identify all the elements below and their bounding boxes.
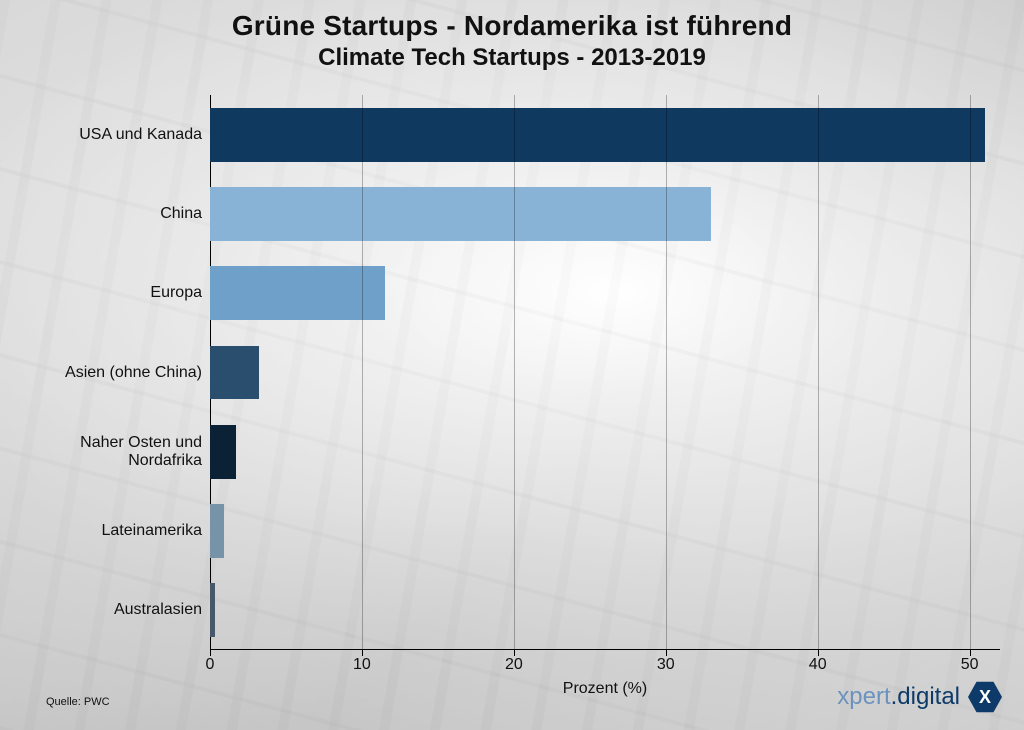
y-axis-category-label: USA und Kanada [2,126,202,144]
gridline [970,95,971,650]
x-tick-label: 40 [809,656,827,674]
bar [210,266,385,320]
y-axis-category-label: Naher Osten und Nordafrika [2,434,202,470]
x-tick-label: 30 [657,656,675,674]
chart-title: Grüne Startups - Nordamerika ist führend [0,10,1024,42]
y-axis-category-label: Europa [2,284,202,302]
x-tick-label: 20 [505,656,523,674]
source-label: Quelle: PWC [46,696,110,708]
y-axis-category-label: Lateinamerika [2,522,202,540]
y-axis-category-label: Asien (ohne China) [2,364,202,382]
x-axis-label: Prozent (%) [563,680,647,698]
brand-badge-icon: X [968,680,1002,714]
bar [210,187,711,241]
y-axis-labels: USA und Kanada China Europa Asien (ohne Chi… [0,95,210,650]
bar-chart: Prozent (%) 01020304050 [210,95,1000,650]
y-axis-category-label: China [2,205,202,223]
gridline [362,95,363,650]
bar [210,425,236,479]
x-tick-label: 0 [206,656,215,674]
x-tick-label: 50 [961,656,979,674]
bar [210,108,985,162]
brand-logo: xpert.digital X [837,680,1002,714]
bar [210,504,224,558]
bars-container [210,95,1000,650]
chart-header: Grüne Startups - Nordamerika ist führend… [0,10,1024,72]
y-axis-category-label: Australasien [2,601,202,619]
gridline [514,95,515,650]
gridline [666,95,667,650]
bar [210,346,259,400]
brand-name-part1: xpert [837,683,890,710]
bar [210,583,215,637]
chart-subtitle: Climate Tech Startups - 2013-2019 [0,44,1024,72]
gridline [818,95,819,650]
x-tick-label: 10 [353,656,371,674]
brand-name-part2: .digital [891,683,960,710]
